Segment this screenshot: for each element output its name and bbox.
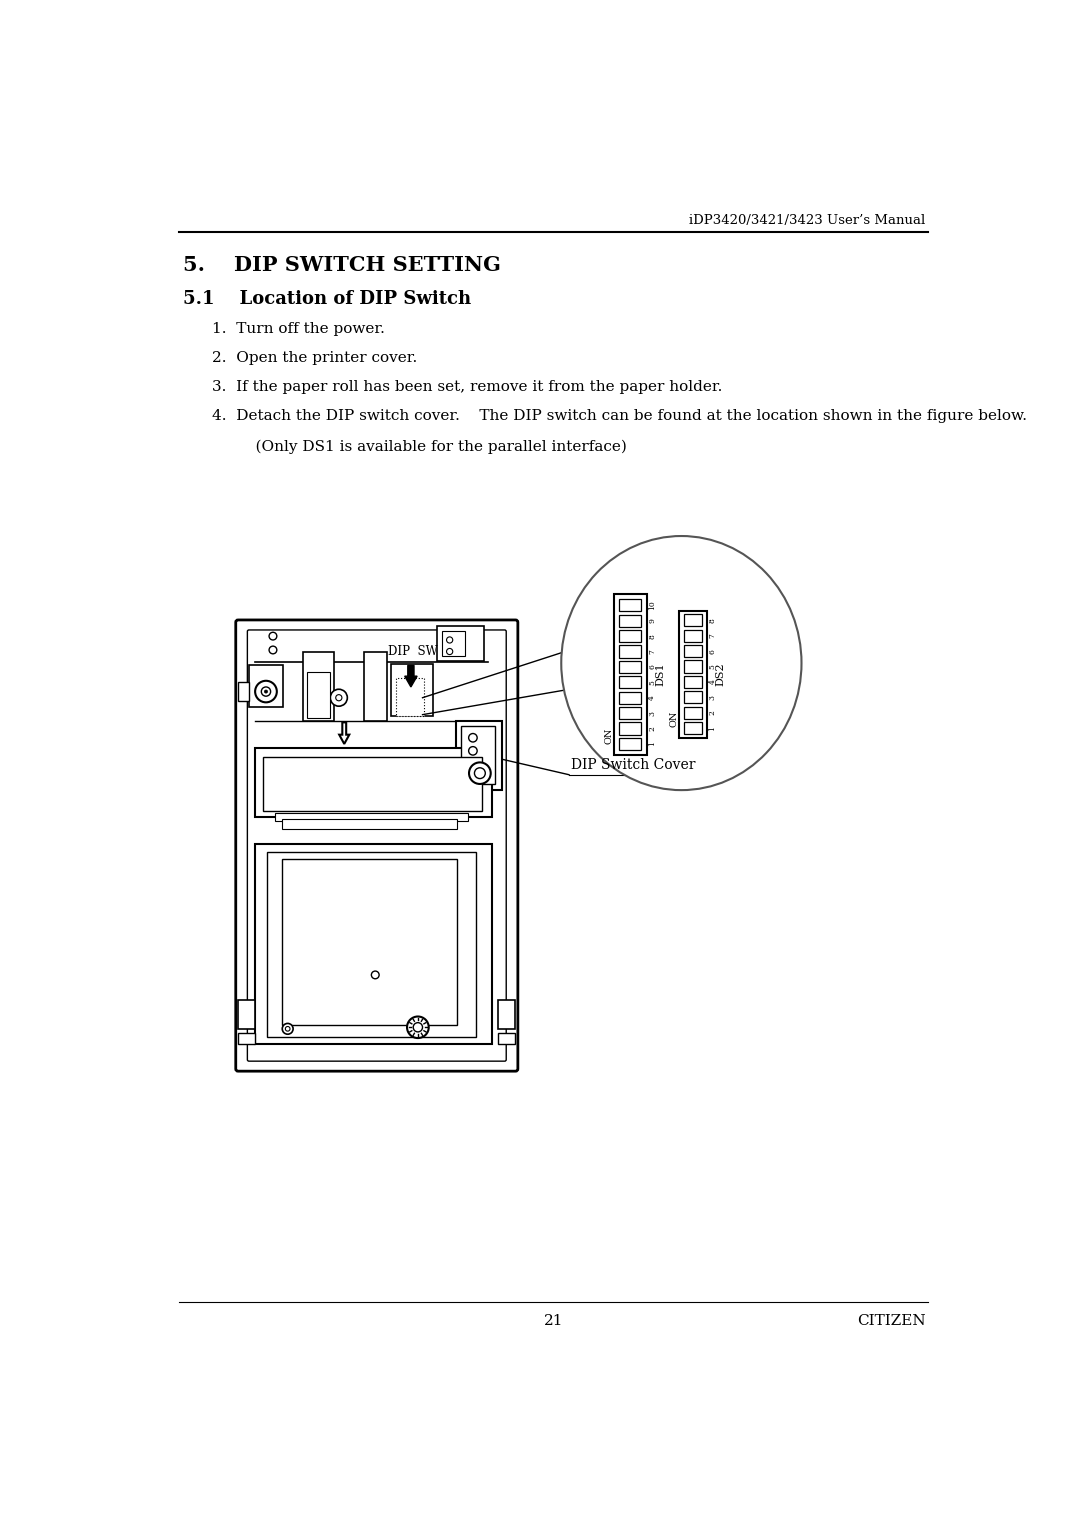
Text: ON: ON [670, 711, 679, 727]
Text: 5: 5 [708, 665, 716, 669]
Bar [619, 614, 642, 626]
Circle shape [285, 1027, 291, 1031]
Text: 5: 5 [648, 680, 656, 685]
Bar [364, 651, 387, 721]
Circle shape [336, 695, 342, 701]
Text: CITIZEN: CITIZEN [856, 1314, 926, 1328]
Bar [619, 660, 642, 672]
Bar [619, 630, 642, 642]
Circle shape [269, 633, 276, 640]
Bar [685, 645, 702, 657]
Circle shape [261, 688, 271, 697]
Text: 7: 7 [648, 649, 656, 654]
Bar [396, 678, 424, 717]
Text: 21: 21 [543, 1314, 564, 1328]
Text: DIP  SW: DIP SW [388, 645, 437, 657]
Bar [679, 611, 707, 738]
Bar [685, 675, 702, 688]
Bar [391, 663, 433, 717]
Bar [685, 706, 702, 718]
Circle shape [282, 1024, 293, 1034]
Bar [619, 599, 642, 611]
Text: 8: 8 [708, 617, 716, 623]
Text: 7: 7 [708, 633, 716, 639]
Text: 5.    DIP SWITCH SETTING: 5. DIP SWITCH SETTING [183, 255, 501, 275]
Bar [619, 677, 642, 689]
Bar [619, 738, 642, 750]
Bar [685, 691, 702, 703]
FancyArrow shape [339, 723, 349, 744]
Text: 4: 4 [708, 680, 716, 685]
Text: 6: 6 [708, 649, 716, 654]
Ellipse shape [562, 536, 801, 790]
Circle shape [269, 646, 276, 654]
Circle shape [446, 637, 453, 643]
Bar [238, 683, 248, 701]
Bar [248, 665, 283, 707]
Circle shape [372, 972, 379, 979]
Bar [619, 645, 642, 657]
Circle shape [407, 1016, 429, 1038]
Bar [456, 721, 502, 790]
Bar [255, 747, 491, 817]
Text: 1.  Turn off the power.: 1. Turn off the power. [213, 322, 386, 336]
Bar [685, 660, 702, 672]
Bar [613, 594, 647, 755]
Bar [619, 723, 642, 735]
Bar [255, 843, 491, 1044]
Text: 3: 3 [708, 695, 716, 700]
Circle shape [469, 762, 490, 784]
FancyBboxPatch shape [247, 630, 507, 1060]
Circle shape [474, 767, 485, 779]
Text: ON: ON [605, 727, 613, 744]
FancyArrow shape [405, 665, 417, 688]
Bar [307, 671, 330, 718]
Text: 1: 1 [708, 726, 716, 730]
Bar [437, 626, 484, 660]
Bar [267, 851, 476, 1036]
FancyBboxPatch shape [235, 620, 517, 1071]
Bar [460, 726, 496, 784]
Circle shape [469, 747, 477, 755]
Text: 1: 1 [648, 741, 656, 746]
Text: 4: 4 [648, 695, 656, 700]
Text: 2: 2 [708, 711, 716, 715]
Bar [442, 631, 465, 656]
Bar [262, 756, 482, 811]
Text: DS2: DS2 [716, 663, 726, 686]
Bar [498, 999, 515, 1028]
Circle shape [469, 733, 477, 743]
Bar [685, 630, 702, 642]
Text: 10: 10 [648, 601, 656, 610]
Bar [238, 999, 255, 1028]
Text: 9: 9 [648, 619, 656, 623]
Text: 8: 8 [648, 634, 656, 639]
Bar [619, 692, 642, 704]
Text: 4.  Detach the DIP switch cover.    The DIP switch can be found at the location : 4. Detach the DIP switch cover. The DIP … [213, 410, 1027, 423]
Bar [274, 813, 469, 821]
Bar [619, 707, 642, 720]
Bar [238, 1033, 255, 1044]
Text: 3.  If the paper roll has been set, remove it from the paper holder.: 3. If the paper roll has been set, remov… [213, 380, 723, 394]
Text: 6: 6 [648, 665, 656, 669]
Text: 2.  Open the printer cover.: 2. Open the printer cover. [213, 351, 418, 365]
Text: 3: 3 [648, 711, 656, 715]
Bar [303, 651, 334, 721]
Circle shape [414, 1022, 422, 1031]
Text: DS1: DS1 [656, 663, 665, 686]
Bar [498, 1033, 515, 1044]
Bar [282, 819, 457, 828]
Bar [685, 721, 702, 735]
Bar [282, 859, 457, 1025]
Bar [685, 614, 702, 626]
Text: 2: 2 [648, 726, 656, 730]
Circle shape [446, 648, 453, 654]
Text: DIP Switch Cover: DIP Switch Cover [570, 758, 696, 772]
Circle shape [265, 691, 268, 694]
Text: (Only DS1 is available for the parallel interface): (Only DS1 is available for the parallel … [235, 440, 626, 454]
Circle shape [255, 681, 276, 703]
Text: 5.1    Location of DIP Switch: 5.1 Location of DIP Switch [183, 290, 471, 307]
Circle shape [330, 689, 348, 706]
Text: iDP3420/3421/3423 User’s Manual: iDP3420/3421/3423 User’s Manual [689, 214, 926, 228]
